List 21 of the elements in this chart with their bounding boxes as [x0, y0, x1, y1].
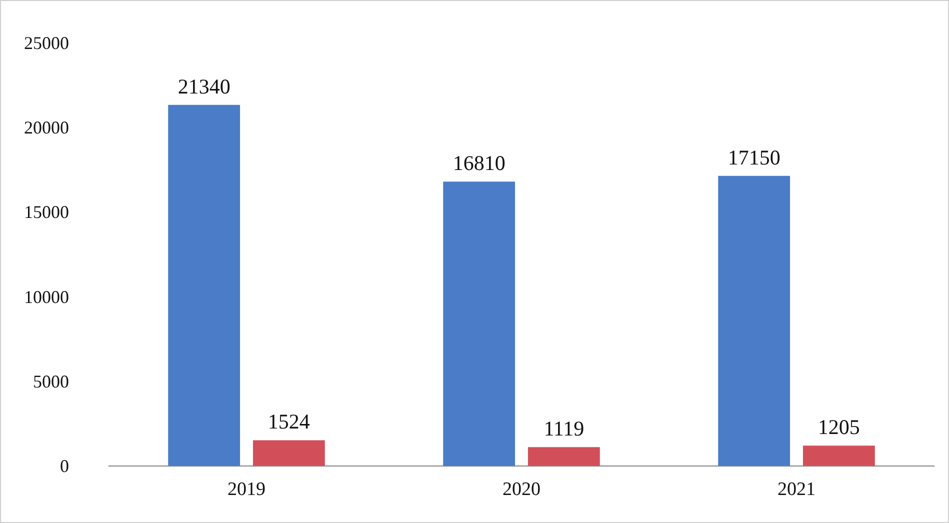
bar — [802, 446, 875, 466]
bar — [718, 176, 790, 466]
y-tick-label: 0 — [60, 456, 69, 476]
y-tick-label: 25000 — [24, 33, 69, 53]
data-label: 1119 — [544, 416, 584, 441]
bar — [168, 104, 240, 466]
x-tick-label: 2019 — [228, 479, 266, 500]
x-tick-label: 2021 — [778, 479, 816, 500]
y-tick-label: 15000 — [24, 202, 69, 222]
data-label: 21340 — [178, 74, 230, 98]
data-label: 16810 — [452, 151, 506, 176]
y-tick-label: 5000 — [33, 371, 69, 392]
data-label: 1205 — [818, 415, 860, 440]
bar — [443, 182, 516, 466]
bar — [528, 447, 600, 466]
y-tick-label: 20000 — [24, 118, 69, 138]
y-tick-label: 10000 — [24, 286, 69, 307]
data-label: 17150 — [728, 145, 780, 170]
x-tick-label: 2020 — [502, 479, 540, 500]
data-label: 1524 — [268, 410, 310, 434]
bar — [252, 440, 325, 466]
